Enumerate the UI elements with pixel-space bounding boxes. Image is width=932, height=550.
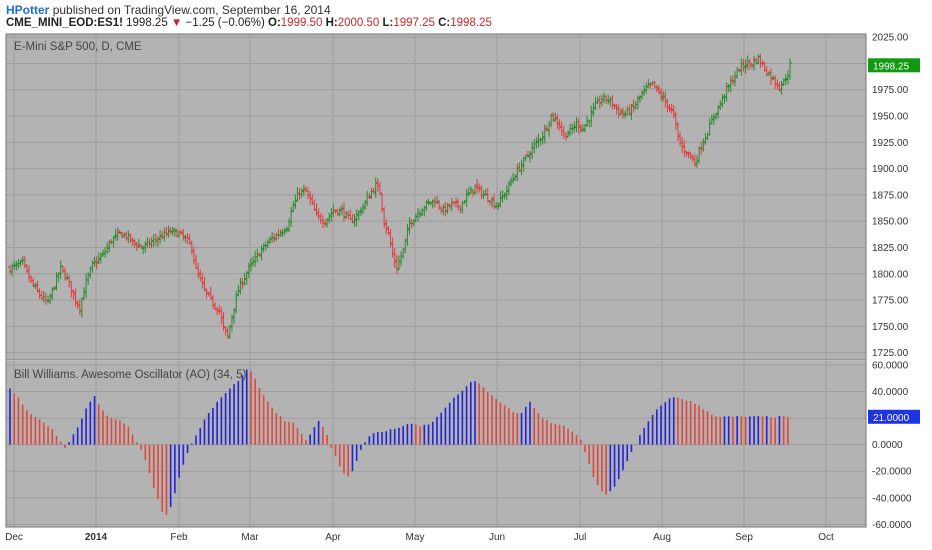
x-tick-label: Jul	[574, 532, 587, 543]
price-last-badge	[868, 58, 920, 73]
x-tick-label: Jun	[489, 532, 505, 543]
ohlc-bar	[788, 58, 792, 81]
close-label: C:	[438, 17, 451, 29]
open-label: O:	[268, 17, 281, 29]
price-tick-label: 1850.00	[872, 217, 909, 228]
publish-info: HPotter published on TradingView.com, Se…	[6, 3, 331, 17]
price-pane-title: E-Mini S&P 500, D, CME	[14, 41, 142, 53]
ohlc-bar	[468, 186, 473, 195]
price-tick-label: 1750.00	[872, 322, 909, 333]
x-tick-label: 2014	[85, 532, 108, 543]
ohlc-bar	[686, 151, 691, 159]
ao-tick-label: -40.0000	[872, 493, 912, 504]
price-tick-label: 2025.00	[872, 33, 909, 44]
oscillator-pane[interactable]	[6, 361, 866, 527]
ao-tick-label: 40.0000	[872, 387, 909, 398]
close-value: 1998.25	[450, 17, 492, 29]
published-text: published on TradingView.com, September …	[52, 3, 331, 17]
high-value: 2000.50	[337, 17, 380, 29]
x-tick-label: Dec	[5, 532, 23, 543]
x-tick-label: Oct	[818, 532, 834, 543]
price-tick-label: 1900.00	[872, 164, 909, 175]
author-link[interactable]: HPotter	[6, 3, 50, 17]
ao-tick-label: -20.0000	[872, 467, 912, 478]
oscillator-pane-title: Bill Williams. Awesome Oscillator (AO) (…	[14, 369, 247, 381]
high-label: H:	[325, 17, 338, 29]
symbol-info-bar: CME_MINI_EOD:ES1! 1998.25 ▼ −1.25 (−0.06…	[6, 17, 492, 29]
ao-tick-label: 60.0000	[872, 360, 909, 371]
ao-tick-label: 0.0000	[872, 440, 903, 451]
grid-lines	[6, 34, 866, 527]
price-tick-label: 1725.00	[872, 348, 909, 359]
price-change: −1.25 (−0.06%)	[185, 17, 265, 29]
ohlc-series	[8, 53, 792, 340]
x-tick-label: Mar	[241, 532, 259, 543]
price-tick-label: 1800.00	[872, 269, 909, 280]
x-tick-label: Aug	[653, 532, 671, 543]
ao-histogram	[9, 369, 789, 515]
x-tick-label: May	[406, 532, 425, 543]
x-tick-label: Apr	[325, 532, 341, 543]
x-tick-label: Feb	[170, 532, 188, 543]
ao-last-value: 21.0000	[873, 413, 910, 424]
symbol-name[interactable]: CME_MINI_EOD:ES1!	[6, 17, 123, 29]
x-tick-label: Sep	[735, 532, 753, 543]
low-value: 1997.25	[393, 17, 435, 29]
chart-border	[5, 33, 867, 528]
ao-tick-label: -60.0000	[872, 520, 912, 531]
price-tick-label: 1875.00	[872, 190, 909, 201]
low-label: L:	[382, 17, 394, 29]
ohlc-bar	[747, 58, 752, 70]
ohlc-bar	[234, 290, 239, 314]
axes: Dec 2014 Feb Mar Apr May Jun Jul Aug Sep Oct 2025.0…	[5, 33, 920, 543]
price-tick-label: 1950.00	[872, 112, 909, 123]
price-tick-label: 1925.00	[872, 138, 909, 149]
last-price: 1998.25	[126, 17, 168, 29]
down-arrow-icon: ▼	[170, 17, 183, 29]
ao-last-badge	[868, 409, 920, 424]
price-tick-label: 1975.00	[872, 85, 909, 96]
open-value: 1999.50	[280, 17, 323, 29]
price-last-value: 1998.25	[873, 61, 910, 72]
price-tick-label: 1775.00	[872, 296, 909, 307]
price-pane[interactable]	[6, 34, 866, 360]
price-tick-label: 1825.00	[872, 243, 909, 254]
